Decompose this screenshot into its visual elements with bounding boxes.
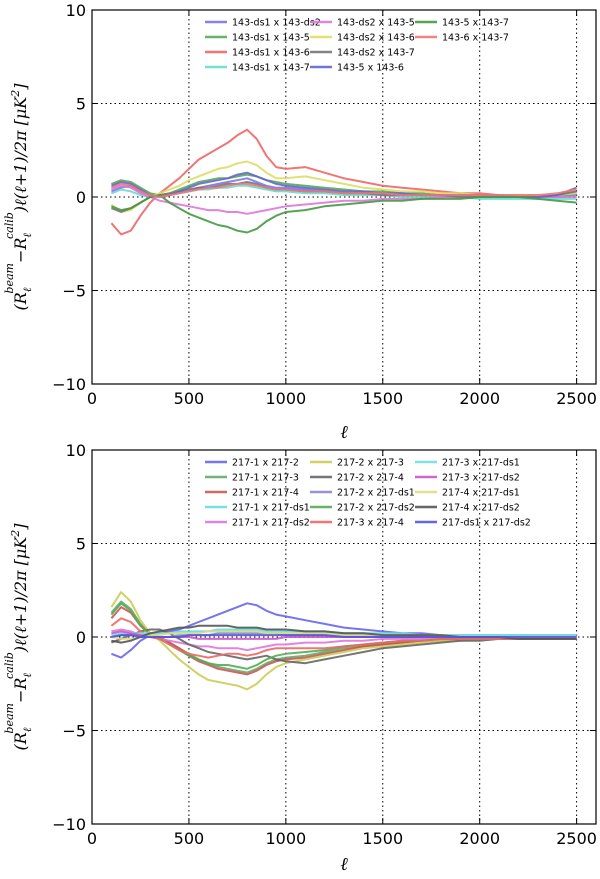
legend-label-5: 217-1 x 217-ds2 <box>232 518 310 529</box>
gridlines <box>92 10 596 384</box>
legend-label-15: 217-ds1 x 217-ds2 <box>442 518 531 529</box>
y-axis-label-part: calib <box>3 652 16 679</box>
y-axis-label-part: 2 <box>9 530 22 538</box>
legend-label-1: 143-ds1 x 143-ds2 <box>232 18 321 29</box>
legend-label-9: 217-2 x 217-ds2 <box>337 503 415 514</box>
legend-label-12: 217-3 x 217-ds2 <box>442 473 520 484</box>
y-tick-label: −10 <box>52 375 86 394</box>
chart-panel-2: 0 500 1000 1500 2000 2500−10−50510ℓ(Rℓbeam−Rℓ… <box>3 441 597 875</box>
y-tick-label: 5 <box>76 535 86 554</box>
legend-label-5: 143-ds2 x 143-5 <box>337 18 415 29</box>
x-tick-label: 2500 <box>556 389 597 408</box>
legend-label-3: 217-1 x 217-4 <box>232 488 299 499</box>
legend-label-4: 143-ds1 x 143-7 <box>232 63 310 74</box>
legend-label-6: 217-2 x 217-3 <box>337 458 404 469</box>
series-line-3 <box>110 128 577 236</box>
legend-label-1: 217-1 x 217-2 <box>232 458 299 469</box>
y-axis-label-part: calib <box>3 212 16 239</box>
y-axis-label-part: ] <box>11 83 30 91</box>
legend: 217-1 x 217-2 217-1 x 217-3 217-1 x 217-4 2… <box>205 458 531 529</box>
y-axis-label: (Rℓbeam−Rℓcalib)ℓ(ℓ+1)/2π [μK2] <box>3 83 34 311</box>
series-group <box>110 591 577 691</box>
legend-label-13: 217-4 x 217-ds1 <box>442 488 520 499</box>
legend-label-10: 217-3 x 217-4 <box>337 518 404 529</box>
y-axis-label-part: )ℓ(ℓ+1)/2π [μK <box>11 536 30 653</box>
legend-label-9: 143-5 x 143-7 <box>442 18 509 29</box>
legend-label-2: 217-1 x 217-3 <box>232 473 299 484</box>
legend: 143-ds1 x 143-ds2 143-ds1 x 143-5 143-ds1 … <box>205 18 509 74</box>
legend-label-8: 217-2 x 217-ds1 <box>337 488 415 499</box>
legend-label-3: 143-ds1 x 143-6 <box>232 48 310 59</box>
series-line-9 <box>111 194 577 234</box>
x-tick-label: 1000 <box>265 389 306 408</box>
ticks: 0 500 1000 1500 2000 2500 −10 −5 0 5 10 <box>52 1 597 408</box>
y-axis-label-part: (R <box>11 292 30 310</box>
legend-label-8: 143-5 x 143-6 <box>337 63 404 74</box>
legend-label-4: 217-1 x 217-ds1 <box>232 503 310 514</box>
y-tick-label: −5 <box>62 282 86 301</box>
y-tick-label: 5 <box>76 95 86 114</box>
y-tick-label: 0 <box>76 188 86 207</box>
y-axis-label-part: ℓ <box>21 287 34 292</box>
y-axis-label-part: ℓ <box>21 727 34 732</box>
y-axis-label-part: −R <box>11 678 30 703</box>
x-tick-label: 1000 <box>265 829 306 848</box>
y-axis-label-part: beam <box>3 703 16 734</box>
x-tick-label: 0 <box>87 829 97 848</box>
y-axis-label-part: 2 <box>9 90 22 98</box>
y-axis-label-part: ] <box>11 523 30 531</box>
x-tick-label: 1500 <box>362 389 403 408</box>
legend-label-2: 143-ds1 x 143-5 <box>232 33 310 44</box>
x-tick-label: 500 <box>174 829 205 848</box>
y-tick-label: 0 <box>76 628 86 647</box>
y-axis-label-part: )ℓ(ℓ+1)/2π [μK <box>11 96 30 213</box>
y-tick-label: −5 <box>62 722 86 741</box>
y-axis-label-part: −R <box>11 238 30 263</box>
ticks: 0 500 1000 1500 2000 2500 −10 −5 0 5 10 <box>52 441 597 848</box>
x-tick-label: 2500 <box>556 829 597 848</box>
legend-label-7: 143-ds2 x 143-7 <box>337 48 415 59</box>
chart-panel-1: 0 500 1000 1500 2000 2500−10−50510ℓ(Rℓbeam−Rℓ… <box>3 1 597 443</box>
gridlines <box>92 450 596 824</box>
y-axis-label-part: ℓ <box>21 673 34 678</box>
y-axis-label-part: beam <box>3 263 16 294</box>
x-tick-label: 500 <box>174 389 205 408</box>
legend-label-10: 143-6 x 143-7 <box>442 33 509 44</box>
series-line-15 <box>111 634 577 638</box>
legend-label-14: 217-4 x 217-ds2 <box>442 503 520 514</box>
y-tick-label: −10 <box>52 815 86 834</box>
legend-label-6: 143-ds2 x 143-6 <box>337 33 415 44</box>
x-tick-label: 2000 <box>459 389 500 408</box>
y-axis-label: (Rℓbeam−Rℓcalib)ℓ(ℓ+1)/2π [μK2] <box>3 523 34 751</box>
legend-label-11: 217-3 x 217-ds1 <box>442 458 520 469</box>
y-axis-label-part: ℓ <box>21 233 34 238</box>
x-tick-label: 0 <box>87 389 97 408</box>
x-tick-label: 1500 <box>362 829 403 848</box>
series-line-10 <box>110 617 577 659</box>
x-axis-label: ℓ <box>340 854 348 875</box>
x-tick-label: 2000 <box>459 829 500 848</box>
x-axis-label: ℓ <box>340 422 348 443</box>
series-line-10 <box>111 182 577 198</box>
y-tick-label: 10 <box>66 441 86 460</box>
y-tick-label: 10 <box>66 1 86 20</box>
legend-label-7: 217-2 x 217-4 <box>337 473 404 484</box>
series-group <box>110 128 577 236</box>
y-axis-label-part: (R <box>11 732 30 750</box>
